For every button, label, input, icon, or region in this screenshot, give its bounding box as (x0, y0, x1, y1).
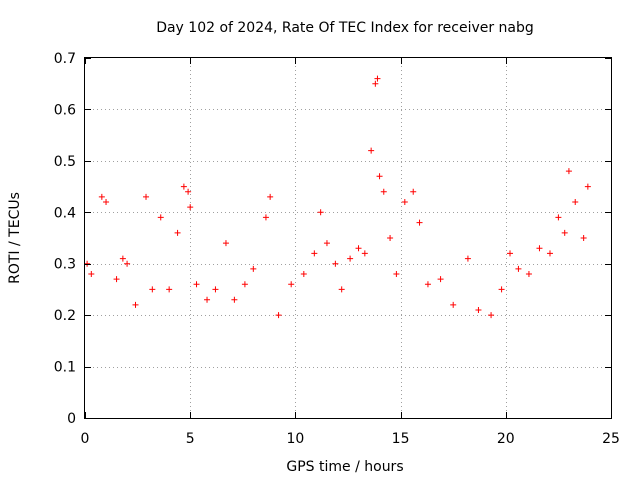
data-point (311, 250, 318, 257)
data-point (187, 204, 194, 211)
tick-layer: 0 5 10 15 20 25 0 0.1 0.2 0.3 0.4 0.5 0.6 0.7 (54, 51, 620, 447)
data-point (193, 281, 200, 288)
data-point (241, 281, 248, 288)
data-point (561, 229, 568, 236)
data-point (464, 255, 471, 262)
data-point (525, 271, 532, 277)
y-tick-label: 0.2 (54, 308, 76, 324)
data-point (231, 296, 238, 303)
x-tick-label: 0 (81, 431, 90, 447)
data-point (374, 75, 381, 82)
y-tick-label: 0.5 (54, 154, 76, 170)
y-tick-label: 0.7 (54, 51, 76, 67)
data-point (323, 240, 330, 247)
data-point (498, 286, 505, 293)
data-point (515, 265, 522, 272)
data-point (157, 214, 164, 221)
data-point (143, 193, 150, 200)
data-point (300, 271, 307, 277)
data-point (584, 183, 591, 190)
grid-layer (85, 58, 611, 418)
data-point (347, 255, 354, 262)
data-point (338, 286, 345, 293)
data-point (124, 260, 131, 267)
x-tick-label: 20 (497, 431, 515, 447)
data-point (174, 229, 181, 236)
data-point (361, 250, 368, 257)
data-point (546, 250, 553, 257)
data-point (410, 188, 417, 195)
data-point (98, 193, 105, 200)
data-point (275, 312, 282, 319)
data-point (380, 188, 387, 195)
data-point (555, 214, 562, 221)
data-point (84, 260, 91, 267)
data-point (212, 286, 219, 293)
y-tick-label: 0.6 (54, 102, 76, 118)
chart-title: Day 102 of 2024, Rate Of TEC Index for r… (156, 20, 534, 36)
x-tick-label: 15 (392, 431, 410, 447)
data-point (288, 281, 295, 288)
x-tick-label: 25 (602, 431, 620, 447)
data-points (84, 75, 591, 319)
data-point (204, 296, 211, 303)
data-point (180, 183, 187, 190)
data-point (332, 260, 339, 267)
data-point (103, 199, 110, 205)
data-point (262, 214, 269, 221)
data-point (475, 307, 482, 313)
data-point (450, 301, 457, 308)
data-point (401, 199, 408, 205)
data-point (393, 271, 400, 277)
x-tick-label: 10 (286, 431, 304, 447)
y-tick-label: 0.3 (54, 257, 76, 273)
data-point (355, 245, 362, 252)
data-point (317, 209, 324, 216)
y-axis-label: ROTI / TECUs (7, 192, 23, 284)
data-point (387, 235, 394, 241)
data-point (222, 240, 229, 247)
data-point (437, 276, 444, 283)
data-point (372, 80, 379, 87)
data-point (580, 235, 587, 241)
y-tick-label: 0.1 (54, 360, 76, 376)
y-tick-label: 0 (67, 411, 76, 427)
data-point (88, 271, 95, 277)
data-point (536, 245, 543, 252)
data-point (113, 276, 120, 283)
data-point (368, 147, 375, 154)
data-point (507, 250, 514, 257)
x-tick-label: 5 (186, 431, 195, 447)
y-tick-label: 0.4 (54, 205, 76, 221)
x-axis-label: GPS time / hours (286, 459, 403, 475)
data-point (185, 188, 192, 195)
data-point (250, 265, 257, 272)
data-point (488, 312, 495, 319)
data-point (565, 168, 572, 175)
data-point (424, 281, 431, 288)
data-point (267, 193, 274, 200)
data-point (572, 199, 579, 205)
plot-frame (84, 57, 612, 419)
data-point (376, 173, 383, 180)
data-point (119, 255, 126, 262)
data-point (149, 286, 156, 293)
data-point (166, 286, 173, 293)
data-point (416, 219, 423, 226)
data-point (132, 301, 139, 308)
